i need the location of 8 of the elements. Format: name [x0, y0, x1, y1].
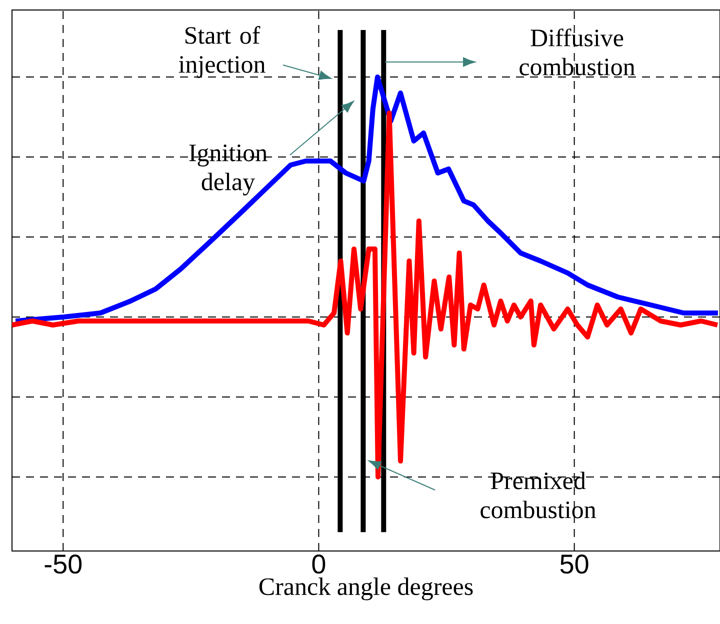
- x-tick-label: -50: [44, 554, 82, 574]
- x-tick-label: 0: [312, 554, 326, 574]
- x-tick-label: 50: [560, 554, 588, 574]
- annotation: Start of injection: [178, 26, 266, 78]
- text: Diffusive combustion: [520, 28, 635, 76]
- x-axis-title: Cranck angle degrees: [259, 578, 473, 600]
- annotation: Ignition delay: [189, 144, 268, 196]
- annotation: Premixed combustion: [480, 472, 596, 518]
